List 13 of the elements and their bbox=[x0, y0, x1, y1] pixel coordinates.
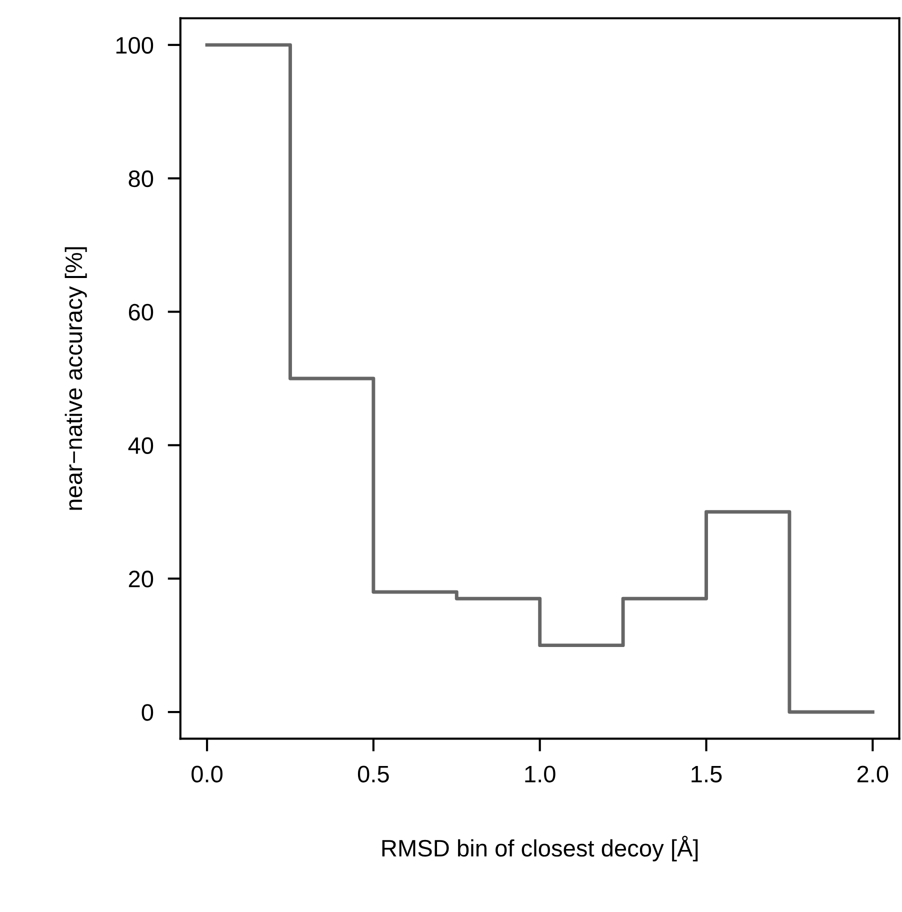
x-tick-label: 0.0 bbox=[192, 766, 223, 782]
y-tick-label: 100 bbox=[116, 36, 154, 54]
y-axis-title: near−native accuracy [%] bbox=[64, 247, 87, 510]
x-axis-title: RMSD bin of closest decoy [Å] bbox=[382, 836, 698, 862]
x-tick-label: 2.0 bbox=[857, 766, 888, 782]
x-tick-label: 1.5 bbox=[692, 766, 722, 782]
y-tick-label: 40 bbox=[128, 437, 154, 454]
y-tick-label: 80 bbox=[128, 170, 154, 188]
x-tick-label: 0.5 bbox=[358, 766, 389, 782]
y-tick-label: 0 bbox=[142, 704, 154, 721]
y-tick-label: 60 bbox=[128, 304, 154, 321]
y-tick-label: 20 bbox=[128, 570, 154, 588]
x-tick-label: 1.0 bbox=[525, 766, 556, 782]
